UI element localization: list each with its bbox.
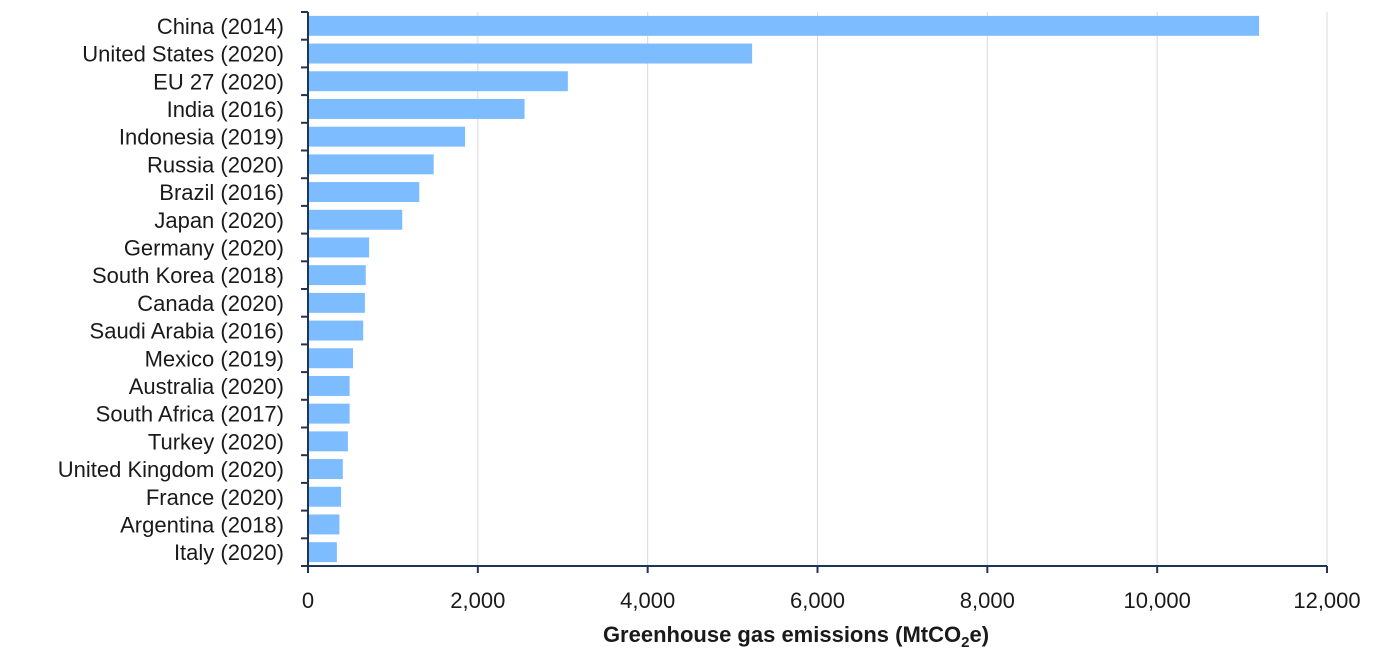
- bar: [308, 292, 365, 313]
- bar: [308, 542, 337, 563]
- x-tick-labels: 0 2,000 4,000 6,000 8,000 10,000 12,000: [302, 588, 1361, 613]
- category-label: Argentina (2018): [120, 512, 284, 537]
- category-label: Germany (2020): [124, 235, 284, 260]
- bar: [308, 265, 366, 286]
- bar: [308, 514, 340, 535]
- category-label: Russia (2020): [147, 152, 284, 177]
- bar: [308, 348, 354, 369]
- category-labels: China (2014) United States (2020)EU 27 (2…: [58, 14, 284, 565]
- x-tick-label: 10,000: [1124, 588, 1191, 613]
- category-label: Brazil (2016): [159, 180, 284, 205]
- category-label: South Korea (2018): [92, 263, 284, 288]
- category-label: EU 27 (2020): [153, 69, 284, 94]
- x-axis-title-tail: e): [969, 622, 989, 647]
- category-label: Canada (2020): [137, 291, 284, 316]
- bar: [308, 98, 525, 119]
- bar: [308, 375, 350, 396]
- category-label: Mexico (2019): [145, 346, 284, 371]
- x-axis-title-subscript: 2: [961, 634, 969, 648]
- bar: [308, 403, 350, 424]
- x-tick-label: 6,000: [790, 588, 845, 613]
- x-tick-label: 12,000: [1293, 588, 1360, 613]
- bar: [308, 154, 434, 175]
- bar: [308, 126, 466, 147]
- bar: [308, 320, 364, 341]
- x-tick-label: 0: [302, 588, 314, 613]
- grid-lines: [477, 12, 1328, 566]
- category-label: United Kingdom (2020): [58, 457, 284, 482]
- category-label: Indonesia (2019): [119, 125, 284, 150]
- category-label: Australia (2020): [129, 374, 284, 399]
- x-axis-title: Greenhouse gas emissions (MtCO2e): [603, 622, 989, 648]
- bar: [308, 209, 403, 230]
- x-tick-label: 8,000: [960, 588, 1015, 613]
- x-axis-title-main: Greenhouse gas emissions (MtCO: [603, 622, 961, 647]
- bar: [308, 182, 420, 203]
- axes: [301, 11, 1328, 573]
- bar: [308, 43, 753, 64]
- bars: [308, 15, 1260, 563]
- category-label: China (2014): [157, 14, 284, 39]
- bar: [308, 237, 370, 258]
- bar: [308, 486, 342, 507]
- category-label: France (2020): [146, 485, 284, 510]
- category-label: South Africa (2017): [96, 402, 284, 427]
- x-tick-label: 4,000: [620, 588, 675, 613]
- category-label: Italy (2020): [174, 540, 284, 565]
- category-label: Saudi Arabia (2016): [90, 319, 284, 344]
- bar: [308, 459, 343, 480]
- category-label: United States (2020): [82, 42, 284, 67]
- bar: [308, 15, 1260, 36]
- bar: [308, 431, 348, 452]
- category-label: Japan (2020): [154, 208, 284, 233]
- bar: [308, 71, 568, 92]
- category-label: India (2016): [167, 97, 284, 122]
- x-tick-label: 2,000: [450, 588, 505, 613]
- category-label: Turkey (2020): [148, 429, 284, 454]
